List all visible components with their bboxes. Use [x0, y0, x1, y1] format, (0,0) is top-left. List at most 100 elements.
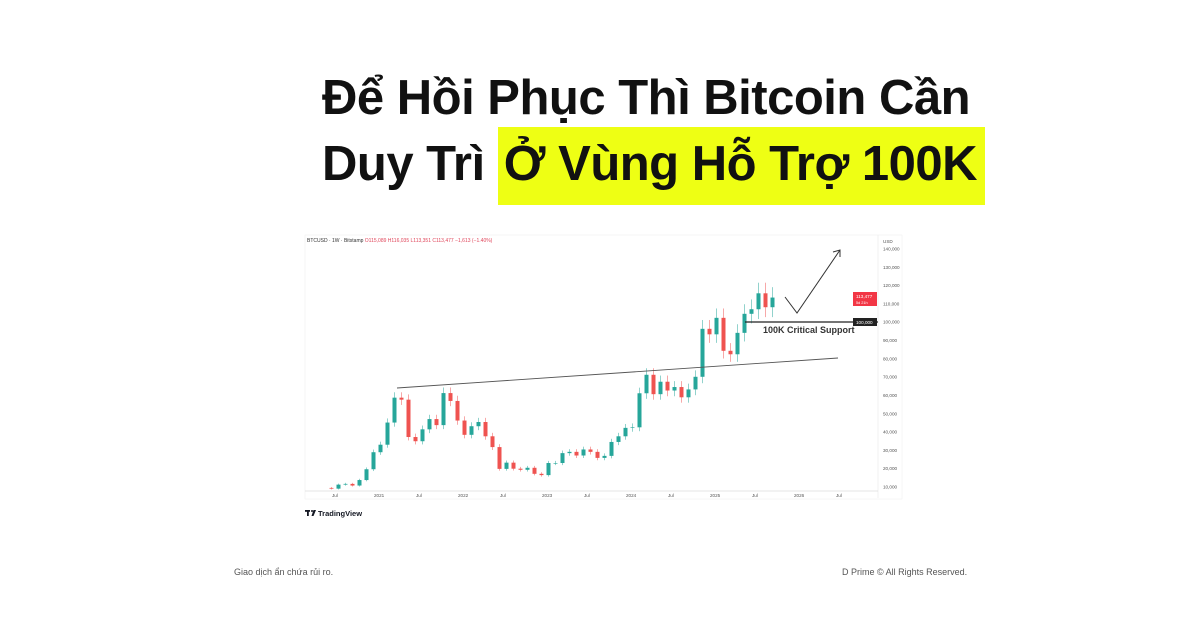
svg-text:BTCUSD · 1W · Bitstamp O115,08: BTCUSD · 1W · Bitstamp O115,089 H116,035…	[307, 238, 493, 244]
candle	[483, 417, 488, 440]
candle	[385, 418, 390, 448]
headline-line-1: Để Hồi Phục Thì Bitcoin Cần	[322, 71, 971, 125]
headline-plain: Duy Trì	[322, 137, 498, 191]
candle	[616, 432, 621, 446]
candle	[343, 482, 348, 486]
currency-label: USD	[883, 239, 893, 244]
candle	[441, 387, 446, 430]
high-value: H116,035	[388, 238, 410, 244]
candle	[532, 465, 537, 476]
candle	[469, 422, 474, 439]
x-tick-label: Jul	[500, 493, 506, 498]
candle	[665, 375, 670, 397]
last-price-tag	[853, 292, 877, 306]
candle	[504, 460, 509, 471]
x-tick-label: Jul	[416, 493, 422, 498]
y-tick-label: 130,000	[883, 265, 900, 270]
candle	[623, 423, 628, 440]
y-tick-label: 80,000	[883, 356, 897, 361]
candle	[336, 483, 341, 490]
y-tick-label: 100,000	[883, 320, 900, 325]
candle	[560, 450, 565, 466]
arrowhead-icon	[832, 249, 841, 257]
y-tick-label: 30,000	[883, 448, 897, 453]
candle	[644, 368, 649, 399]
headline-line-2: Duy Trì Ở Vùng Hỗ Trợ 100K	[322, 127, 986, 205]
candle	[686, 383, 691, 403]
open-value: O115,089	[365, 238, 387, 244]
y-tick-label: 90,000	[883, 338, 897, 343]
candle	[609, 438, 614, 459]
candle	[714, 308, 719, 343]
x-tick-label: Jul	[668, 493, 674, 498]
candle	[518, 466, 523, 472]
candle	[735, 324, 740, 362]
candle	[434, 414, 439, 430]
y-tick-label: 60,000	[883, 393, 897, 398]
x-tick-label: Jul	[836, 493, 842, 498]
candle	[658, 375, 663, 400]
candle	[448, 387, 453, 407]
candle	[406, 394, 411, 441]
candle	[770, 287, 775, 318]
candle	[525, 465, 530, 472]
last-price-text: 113,477	[856, 294, 873, 299]
candle	[651, 368, 656, 400]
candle	[693, 370, 698, 396]
candle	[567, 449, 572, 456]
candle	[364, 467, 369, 482]
copyright: D Prime © All Rights Reserved.	[842, 567, 968, 577]
headline-highlight: Ở Vùng Hỗ Trợ 100K	[497, 127, 986, 205]
candle	[455, 395, 460, 425]
countdown-text: 5d 21h	[856, 301, 868, 305]
candle	[700, 319, 705, 384]
candle	[553, 460, 558, 466]
candle	[728, 343, 733, 362]
candle	[756, 282, 761, 320]
candle	[490, 432, 495, 451]
chart-frame	[304, 234, 903, 500]
trendline	[396, 357, 839, 389]
candle	[476, 417, 481, 431]
candle	[399, 392, 404, 405]
support-price-tag	[853, 318, 877, 326]
candle	[420, 425, 425, 445]
y-tick-label: 110,000	[883, 301, 900, 306]
candle	[707, 319, 712, 343]
candle	[511, 460, 516, 471]
x-tick-label: 2026	[794, 493, 805, 498]
candle	[679, 381, 684, 403]
x-tick-label: Jul	[752, 493, 758, 498]
candle	[427, 414, 432, 434]
candle	[581, 446, 586, 459]
close-value: C113,477	[432, 238, 454, 244]
y-tick-label: 10,000	[883, 485, 897, 490]
x-tick-label: Jul	[584, 493, 590, 498]
candle	[350, 482, 355, 487]
candle	[672, 381, 677, 397]
y-tick-label: 50,000	[883, 411, 897, 416]
candle	[546, 460, 551, 477]
symbol-label: BTCUSD · 1W · Bitstamp	[307, 238, 364, 244]
candle	[357, 478, 362, 487]
x-tick-label: 2022	[458, 493, 469, 498]
candle	[371, 449, 376, 472]
brand-text: TradingView	[318, 509, 362, 518]
candle	[413, 433, 418, 445]
candle	[742, 304, 747, 342]
candle	[574, 449, 579, 459]
x-tick-label: 2024	[626, 493, 637, 498]
y-tick-label: 20,000	[883, 466, 897, 471]
candle	[721, 308, 726, 359]
candle	[392, 392, 397, 427]
x-tick-label: Jul	[332, 493, 338, 498]
support-annotation: 100K Critical Support	[763, 325, 855, 335]
y-tick-label: 40,000	[883, 430, 897, 435]
candle	[462, 416, 467, 439]
btc-chart: BTCUSD · 1W · Bitstamp O115,089 H116,035…	[304, 234, 903, 518]
x-tick-label: 2021	[374, 493, 385, 498]
x-tick-label: 2025	[710, 493, 721, 498]
candle	[595, 449, 600, 461]
x-tick-label: 2023	[542, 493, 553, 498]
candle	[763, 282, 768, 318]
